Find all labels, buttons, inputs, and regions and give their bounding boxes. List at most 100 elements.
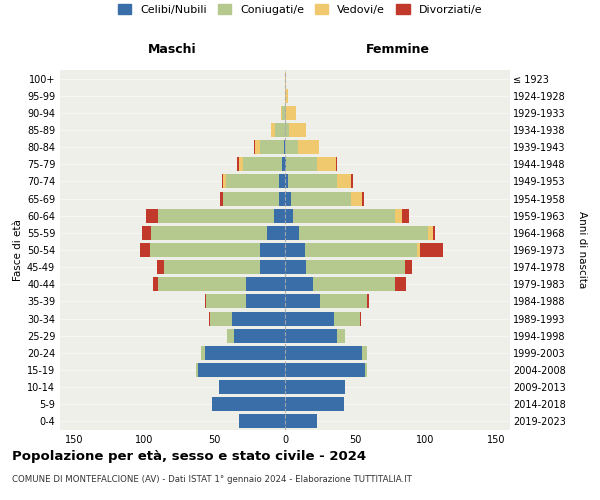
Bar	[285, 363, 365, 377]
Bar	[290, 192, 351, 205]
Bar	[223, 174, 226, 188]
Bar	[285, 414, 317, 428]
Bar	[433, 226, 436, 240]
Bar	[285, 346, 362, 360]
Bar	[286, 158, 317, 172]
Bar	[420, 243, 443, 257]
Bar	[275, 123, 285, 137]
Bar	[285, 380, 346, 394]
Bar	[395, 208, 402, 222]
Bar	[158, 278, 245, 291]
Bar	[428, 226, 433, 240]
Bar	[280, 192, 285, 205]
Bar	[337, 328, 346, 342]
Bar	[284, 140, 285, 154]
Bar	[205, 294, 206, 308]
Bar	[267, 226, 285, 240]
Bar	[285, 328, 337, 342]
Bar	[151, 226, 267, 240]
Bar	[404, 260, 412, 274]
Bar	[196, 363, 198, 377]
Bar	[282, 106, 285, 120]
Bar	[285, 208, 293, 222]
Bar	[219, 380, 285, 394]
Bar	[205, 346, 285, 360]
Bar	[286, 106, 296, 120]
Bar	[359, 312, 361, 326]
Bar	[239, 158, 243, 172]
Bar	[285, 123, 289, 137]
Bar	[395, 278, 406, 291]
Bar	[282, 158, 285, 172]
Bar	[285, 192, 290, 205]
Bar	[362, 192, 364, 205]
Y-axis label: Fasce di età: Fasce di età	[13, 219, 23, 281]
Bar	[305, 243, 417, 257]
Bar	[362, 346, 367, 360]
Bar	[198, 363, 285, 377]
Bar	[285, 140, 298, 154]
Bar	[285, 294, 320, 308]
Bar	[260, 260, 285, 274]
Bar	[285, 260, 306, 274]
Bar	[285, 398, 344, 411]
Bar	[164, 260, 260, 274]
Bar	[298, 140, 319, 154]
Bar	[285, 158, 286, 172]
Text: Femmine: Femmine	[365, 44, 430, 57]
Bar	[337, 174, 351, 188]
Bar	[146, 208, 158, 222]
Text: Maschi: Maschi	[148, 44, 197, 57]
Bar	[140, 243, 150, 257]
Bar	[239, 414, 285, 428]
Bar	[288, 174, 337, 188]
Bar	[285, 174, 288, 188]
Bar	[271, 123, 275, 137]
Bar	[206, 294, 245, 308]
Bar	[212, 398, 285, 411]
Bar	[281, 106, 282, 120]
Bar	[306, 260, 404, 274]
Bar	[254, 140, 256, 154]
Bar	[220, 192, 223, 205]
Bar	[158, 208, 274, 222]
Bar	[365, 363, 367, 377]
Bar	[142, 226, 151, 240]
Bar	[293, 208, 395, 222]
Bar	[227, 328, 235, 342]
Bar	[402, 208, 409, 222]
Bar	[237, 158, 239, 172]
Bar	[256, 140, 260, 154]
Bar	[285, 106, 286, 120]
Bar	[351, 174, 353, 188]
Bar	[351, 192, 362, 205]
Bar	[334, 312, 359, 326]
Bar	[222, 174, 223, 188]
Bar	[285, 72, 286, 86]
Bar	[417, 243, 420, 257]
Bar	[226, 174, 280, 188]
Bar	[260, 140, 284, 154]
Bar	[153, 278, 158, 291]
Bar	[320, 294, 367, 308]
Bar	[232, 312, 285, 326]
Bar	[274, 208, 285, 222]
Bar	[260, 243, 285, 257]
Bar	[285, 278, 313, 291]
Bar	[235, 328, 285, 342]
Bar	[317, 158, 335, 172]
Bar	[200, 346, 205, 360]
Y-axis label: Anni di nascita: Anni di nascita	[577, 212, 587, 288]
Bar	[245, 278, 285, 291]
Bar	[289, 123, 306, 137]
Bar	[280, 174, 285, 188]
Bar	[245, 294, 285, 308]
Bar	[223, 192, 280, 205]
Bar	[211, 312, 232, 326]
Bar	[285, 312, 334, 326]
Bar	[299, 226, 428, 240]
Bar	[335, 158, 337, 172]
Bar	[367, 294, 370, 308]
Bar	[313, 278, 395, 291]
Bar	[285, 226, 299, 240]
